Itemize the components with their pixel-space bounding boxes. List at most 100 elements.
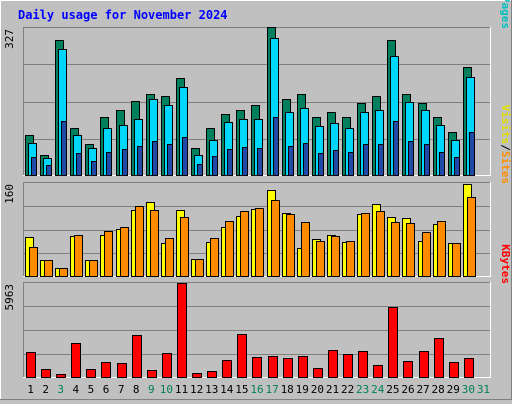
day-label-13: 13 <box>205 383 218 396</box>
bar-kbytes-day-30 <box>464 358 474 378</box>
day-label-2: 2 <box>42 383 49 396</box>
bar-pages-day-9 <box>152 141 158 176</box>
bar-kbytes-day-26 <box>403 361 413 378</box>
day-label-5: 5 <box>88 383 95 396</box>
bar-pages-day-7 <box>122 149 128 176</box>
legend-hits-files-pages: Hits/Files/Pages <box>499 0 512 29</box>
bar-pages-day-27 <box>424 144 430 176</box>
bar-sites-day-19 <box>301 222 310 277</box>
day-label-6: 6 <box>103 383 110 396</box>
bar-pages-day-22 <box>348 152 354 176</box>
bar-sites-day-8 <box>135 206 144 277</box>
bar-sites-day-30 <box>467 197 476 277</box>
day-label-14: 14 <box>220 383 234 396</box>
day-label-26: 26 <box>401 383 414 396</box>
bar-sites-day-9 <box>150 210 159 277</box>
bar-kbytes-day-10 <box>162 353 172 378</box>
bar-sites-day-29 <box>452 243 461 277</box>
bar-sites-day-7 <box>120 227 129 277</box>
bar-kbytes-day-29 <box>449 362 459 378</box>
day-label-23: 23 <box>356 383 369 396</box>
bar-kbytes-day-27 <box>419 351 429 378</box>
day-label-17: 17 <box>265 383 278 396</box>
bar-pages-day-30 <box>469 132 475 176</box>
bar-sites-day-4 <box>74 235 83 277</box>
bar-sites-day-14 <box>225 221 234 277</box>
bar-pages-day-17 <box>273 117 279 176</box>
legend-entry: Pages <box>499 0 512 29</box>
max-label-hits-files-pages: 327 <box>3 29 16 49</box>
bar-sites-day-10 <box>165 238 174 277</box>
day-label-11: 11 <box>175 383 188 396</box>
bar-pages-day-6 <box>106 152 112 176</box>
bar-pages-day-1 <box>31 157 37 176</box>
day-label-3: 3 <box>57 383 64 396</box>
bar-sites-day-6 <box>104 231 113 277</box>
bar-sites-day-16 <box>255 208 264 277</box>
bar-pages-day-28 <box>439 152 445 176</box>
bar-sites-day-17 <box>271 200 280 277</box>
bar-sites-day-25 <box>391 222 400 277</box>
bar-pages-day-13 <box>212 156 218 176</box>
bar-sites-day-24 <box>376 211 385 277</box>
day-label-30: 30 <box>462 383 475 396</box>
day-label-27: 27 <box>416 383 429 396</box>
day-label-25: 25 <box>386 383 399 396</box>
day-label-19: 19 <box>296 383 309 396</box>
bar-pages-day-12 <box>197 164 203 176</box>
day-label-16: 16 <box>250 383 263 396</box>
legend-entry: Sites <box>499 151 512 184</box>
bar-pages-day-25 <box>393 121 399 176</box>
bar-kbytes-day-11 <box>177 283 187 378</box>
bar-sites-day-22 <box>346 241 355 277</box>
bar-sites-day-1 <box>29 247 38 277</box>
bar-pages-day-14 <box>227 149 233 176</box>
bar-kbytes-day-3 <box>56 374 66 378</box>
bar-pages-day-24 <box>378 144 384 176</box>
day-label-8: 8 <box>133 383 140 396</box>
chart-title: Daily usage for November 2024 <box>18 8 228 22</box>
day-label-15: 15 <box>235 383 248 396</box>
bar-pages-day-23 <box>363 144 369 176</box>
bar-pages-day-5 <box>91 161 97 176</box>
legend-entry: / <box>499 144 512 151</box>
bar-kbytes-day-23 <box>358 351 368 378</box>
bar-pages-day-15 <box>242 147 248 176</box>
bar-sites-day-28 <box>437 221 446 277</box>
day-label-22: 22 <box>341 383 354 396</box>
bar-kbytes-day-8 <box>132 335 142 378</box>
bar-kbytes-day-2 <box>41 369 51 378</box>
day-label-10: 10 <box>160 383 173 396</box>
max-label-visits-sites: 160 <box>3 184 16 204</box>
bar-sites-day-23 <box>361 213 370 277</box>
day-label-24: 24 <box>371 383 385 396</box>
bar-kbytes-day-7 <box>117 363 127 378</box>
bar-pages-day-21 <box>333 150 339 176</box>
day-label-18: 18 <box>281 383 294 396</box>
bar-kbytes-day-25 <box>388 307 398 378</box>
bar-sites-day-13 <box>210 238 219 277</box>
bar-sites-day-15 <box>240 211 249 277</box>
bar-pages-day-10 <box>167 144 173 176</box>
legend-entry: Visits <box>499 105 512 145</box>
legend-kbytes: KBytes <box>499 244 512 284</box>
day-label-4: 4 <box>73 383 80 396</box>
bar-pages-day-29 <box>454 157 460 176</box>
bar-kbytes-day-19 <box>298 356 308 378</box>
bar-kbytes-day-17 <box>268 356 278 378</box>
day-label-28: 28 <box>432 383 445 396</box>
bar-kbytes-day-15 <box>237 334 247 378</box>
day-label-1: 1 <box>27 383 34 396</box>
day-label-20: 20 <box>311 383 324 396</box>
bar-kbytes-day-20 <box>313 368 323 378</box>
bar-kbytes-day-1 <box>26 352 36 378</box>
bar-pages-day-4 <box>76 153 82 176</box>
bar-kbytes-day-12 <box>192 373 202 378</box>
bar-kbytes-day-9 <box>147 370 157 378</box>
bar-kbytes-day-22 <box>343 354 353 378</box>
bar-sites-day-3 <box>59 268 68 277</box>
bar-kbytes-day-28 <box>434 338 444 378</box>
bar-sites-day-18 <box>286 214 295 277</box>
bar-kbytes-day-16 <box>252 357 262 378</box>
